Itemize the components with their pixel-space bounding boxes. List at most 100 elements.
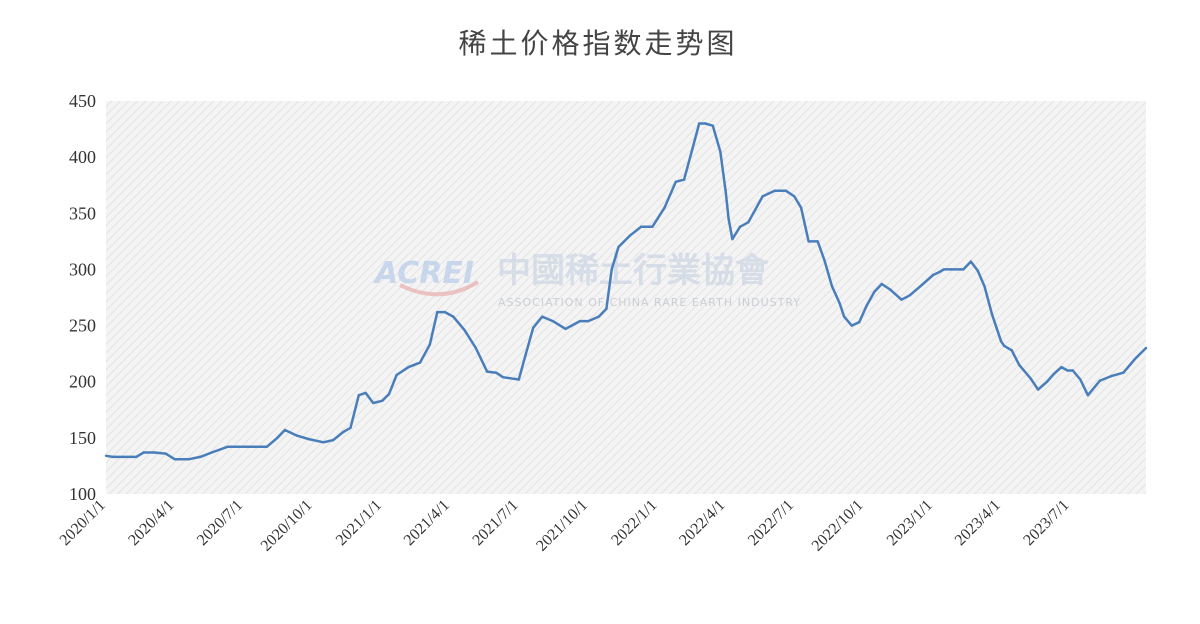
y-tick-label: 150: [69, 428, 96, 448]
data-point: [838, 301, 841, 305]
x-tick-label: 2021/4/1: [401, 497, 453, 549]
data-point: [551, 319, 554, 323]
data-point: [784, 189, 788, 192]
data-point: [1079, 378, 1082, 381]
data-point: [719, 150, 722, 153]
data-point: [407, 365, 410, 369]
data-point: [1010, 349, 1013, 352]
data-point: [142, 451, 145, 454]
data-point: [1002, 344, 1006, 347]
data-point: [463, 328, 466, 332]
y-tick-label: 200: [69, 372, 96, 392]
data-point: [1045, 380, 1049, 383]
data-point: [322, 441, 325, 444]
data-point: [1052, 372, 1056, 376]
data-point: [436, 310, 439, 314]
data-point: [1122, 371, 1125, 374]
data-point: [164, 452, 167, 455]
data-point: [698, 122, 701, 125]
data-point: [395, 373, 398, 377]
y-tick-label: 350: [69, 203, 96, 223]
x-tick-label: 2021/10/1: [533, 497, 591, 555]
data-point: [690, 150, 693, 153]
x-tick-label: 2023/4/1: [952, 497, 1004, 549]
data-point: [283, 428, 287, 432]
data-point: [524, 353, 527, 356]
data-point: [799, 206, 803, 209]
y-axis: 100 150 200 250 300 350 400 450: [69, 91, 96, 504]
data-point: [704, 122, 707, 125]
series-layer: [104, 122, 1148, 461]
data-point: [1086, 394, 1090, 397]
watermark-subtitle: ASSOCIATION OF CHINA RARE EARTH INDUSTRY: [498, 296, 801, 309]
data-point: [651, 225, 654, 228]
data-point: [210, 451, 213, 454]
x-tick-label: 2022/10/1: [809, 497, 867, 555]
data-point: [153, 451, 156, 454]
data-point: [793, 195, 796, 198]
data-point: [932, 273, 935, 277]
data-point: [747, 221, 750, 224]
data-point: [349, 426, 352, 429]
x-tick-label: 2020/1/1: [57, 497, 109, 549]
data-point: [111, 455, 115, 459]
data-point: [564, 327, 567, 331]
y-tick-label: 250: [69, 316, 96, 336]
data-point: [919, 285, 922, 288]
data-point: [962, 268, 965, 271]
data-point: [418, 361, 422, 364]
x-tick-label: 2021/7/1: [469, 497, 521, 549]
data-point: [578, 319, 582, 323]
data-point: [682, 178, 686, 181]
data-point: [969, 260, 973, 263]
x-tick-label: 2022/7/1: [745, 497, 797, 549]
data-point: [850, 324, 853, 327]
data-point: [900, 298, 903, 301]
data-point: [1066, 369, 1069, 372]
data-point: [199, 455, 202, 459]
data-point: [761, 195, 764, 198]
data-point: [738, 225, 742, 228]
data-point: [938, 270, 942, 273]
data-point: [245, 445, 248, 448]
x-axis: 2020/1/1 2020/4/1 2020/7/1 2020/10/1 2021/1/…: [57, 497, 1073, 555]
data-point: [807, 240, 810, 243]
data-point: [597, 315, 600, 318]
data-point: [1036, 388, 1040, 391]
data-point: [1098, 379, 1102, 382]
x-tick-label: 2020/4/1: [125, 497, 177, 549]
data-point: [357, 394, 360, 397]
data-point: [307, 437, 310, 441]
data-point: [332, 438, 335, 442]
data-point: [122, 455, 126, 459]
data-point: [173, 458, 176, 461]
data-point: [999, 340, 1003, 343]
data-point: [381, 399, 384, 402]
data-point: [501, 376, 505, 379]
data-point: [617, 245, 620, 249]
data-point: [628, 234, 631, 237]
data-point: [485, 370, 489, 373]
x-tick-label: 2020/7/1: [194, 497, 246, 549]
data-point: [865, 304, 868, 307]
watermark-swoosh-icon: [399, 280, 480, 297]
data-point: [674, 180, 677, 183]
data-point: [428, 343, 431, 346]
data-point: [731, 237, 734, 241]
data-point: [541, 315, 544, 318]
data-point: [276, 436, 279, 440]
data-point: [976, 269, 979, 272]
data-point: [842, 315, 846, 318]
data-point: [104, 454, 108, 457]
data-point: [950, 268, 953, 271]
data-point: [387, 392, 391, 396]
data-point: [873, 290, 876, 294]
data-point: [474, 346, 477, 350]
data-point: [265, 445, 268, 448]
data-point: [587, 319, 590, 323]
data-point: [605, 307, 608, 310]
watermark: ACREI 中國稀土行業協會 ASSOCIATION OF CHINA RARE…: [373, 251, 801, 309]
data-point: [187, 458, 191, 461]
data-point: [256, 445, 259, 448]
